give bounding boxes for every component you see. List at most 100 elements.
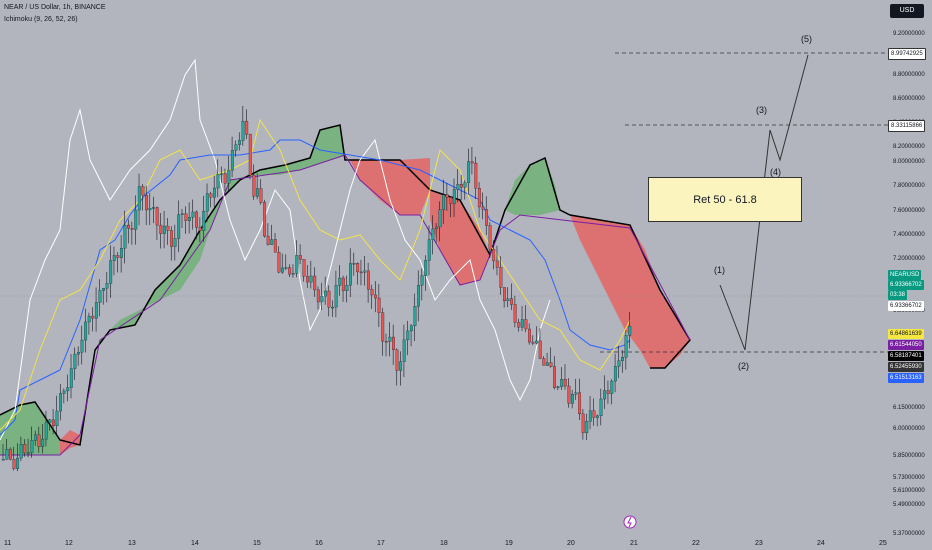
y-tick-label: 7.20000000	[893, 256, 925, 262]
candle	[613, 353, 617, 393]
lightning-icon[interactable]	[623, 515, 637, 529]
candle	[477, 182, 481, 218]
candle	[628, 312, 632, 349]
candle	[98, 279, 102, 317]
y-tick-label: 6.80000000	[893, 308, 925, 314]
candle	[467, 148, 471, 195]
candle	[94, 287, 98, 332]
symbol-title: NEAR / US Dollar, 1h, BINANCE	[4, 4, 106, 11]
candle	[112, 246, 116, 276]
candle	[617, 345, 621, 379]
cloud-red-2	[350, 158, 430, 215]
candle	[485, 196, 488, 235]
candle	[427, 225, 431, 276]
candle	[234, 140, 238, 157]
candle	[528, 323, 531, 345]
candle	[596, 414, 599, 427]
candle	[134, 195, 138, 245]
candle	[205, 183, 209, 222]
candle	[538, 328, 542, 360]
cloud-red-3	[430, 190, 490, 285]
candle	[302, 259, 306, 282]
x-tick-label: 22	[692, 540, 700, 547]
candle	[606, 380, 610, 404]
y-tick-label: 5.49000000	[893, 502, 925, 508]
indicator-label[interactable]: Ichimoku (9, 26, 52, 26)	[4, 16, 78, 23]
candle	[41, 424, 45, 454]
candle	[545, 352, 549, 367]
candle	[195, 210, 199, 240]
candle	[585, 413, 589, 441]
candle	[105, 272, 109, 303]
candle	[474, 156, 478, 200]
candle	[553, 355, 556, 390]
candle	[578, 378, 582, 420]
candle	[463, 180, 467, 200]
x-tick-label: 14	[191, 540, 199, 547]
candle	[492, 240, 496, 270]
candle	[395, 348, 399, 386]
candle	[91, 307, 95, 332]
y-tick-label: 5.37000000	[893, 531, 925, 537]
candle	[567, 378, 571, 408]
candle	[417, 270, 420, 322]
candle	[324, 276, 327, 305]
candle	[277, 246, 281, 274]
candle	[209, 191, 213, 208]
candle	[531, 335, 535, 346]
candle	[252, 164, 256, 200]
candle	[51, 409, 55, 435]
wave-label-4: (4)	[770, 167, 781, 177]
wave-label-3: (3)	[756, 105, 767, 115]
price-tag-tenkan: 6.64861639	[888, 329, 924, 339]
candle	[166, 217, 170, 245]
currency-button[interactable]: USD	[890, 4, 924, 18]
candle	[127, 219, 131, 244]
candles	[1, 106, 632, 472]
candle	[255, 173, 259, 200]
candle	[130, 221, 134, 245]
candle	[177, 200, 181, 253]
candle	[306, 264, 309, 288]
price-tag-span-b: 6.61544050	[888, 340, 924, 350]
candle	[1, 443, 5, 461]
wave-label-2: (2)	[738, 361, 749, 371]
candle	[356, 262, 360, 285]
y-tick-label: 7.60000000	[893, 208, 925, 214]
candle	[245, 109, 249, 140]
candle	[59, 383, 63, 421]
candle	[381, 307, 385, 356]
kijun-line	[0, 139, 631, 436]
price-tag-target-3: 8.33115866	[888, 120, 926, 132]
candle	[599, 388, 603, 426]
candle	[374, 281, 378, 313]
x-tick-label: 23	[755, 540, 763, 547]
y-tick-label: 6.15000000	[893, 405, 925, 411]
y-tick-label: 8.80000000	[893, 72, 925, 78]
candle	[495, 245, 499, 276]
candle	[198, 217, 202, 243]
cloud-red-4	[570, 215, 690, 368]
candle	[102, 287, 105, 305]
candle	[406, 320, 410, 356]
candle	[223, 168, 227, 192]
candle	[159, 213, 163, 249]
candle	[388, 322, 392, 357]
y-tick-label: 8.60000000	[893, 96, 925, 102]
candle	[409, 323, 413, 347]
candle	[12, 446, 16, 471]
candle	[377, 283, 381, 328]
candle	[141, 184, 145, 211]
candle	[570, 389, 574, 409]
y-tick-label: 6.00000000	[893, 426, 925, 432]
candle	[55, 395, 59, 435]
candle	[535, 326, 539, 345]
candle	[424, 255, 428, 291]
candle	[392, 324, 395, 365]
candle	[510, 283, 514, 311]
candle	[456, 169, 460, 203]
candle	[470, 147, 474, 175]
x-tick-label: 17	[377, 540, 385, 547]
cloud-green-2	[95, 125, 345, 350]
